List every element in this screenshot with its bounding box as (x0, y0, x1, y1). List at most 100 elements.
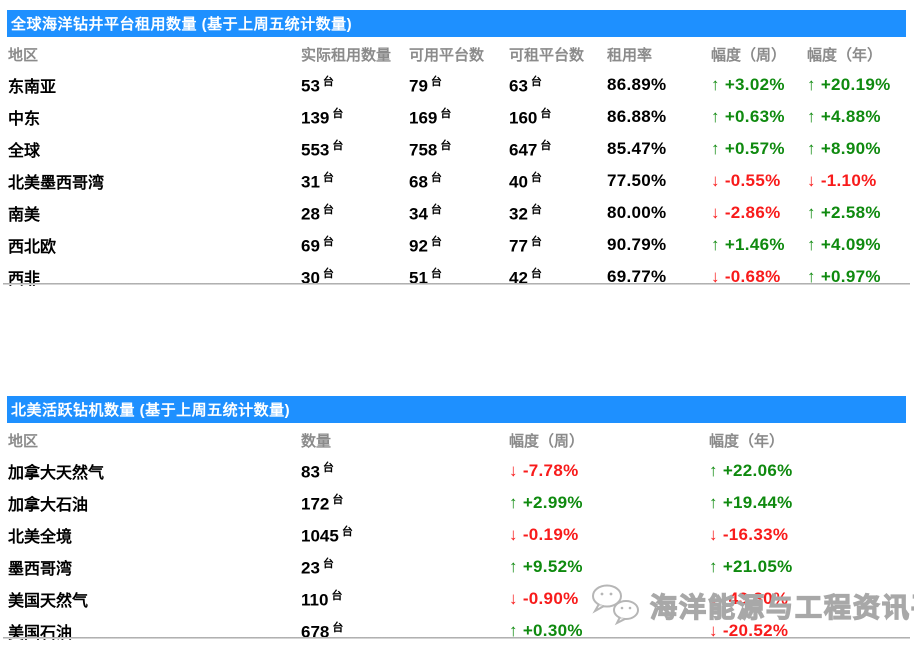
global-rig-table-block: 全球海洋钻井平台租用数量 (基于上周五统计数量) 地区 实际租用数量 可用平台数… (7, 10, 906, 293)
available-count: 758 (409, 140, 438, 160)
week-change: ↑ +0.57% (711, 139, 785, 158)
week-change: ↑ +9.52% (509, 557, 583, 576)
rentable-count: 77 (509, 236, 528, 256)
rentable-count: 40 (509, 172, 528, 192)
table-row: 北美墨西哥湾 31 台 68 台 40 台 77.50% ↓ -0.55% ↓ -1.… (7, 165, 906, 197)
unit-label: 台 (430, 268, 442, 281)
table2-title: 北美活跃钻机数量 (基于上周五统计数量) (11, 402, 291, 419)
rented-count: 31 (301, 172, 320, 192)
rentable-count: 32 (509, 204, 528, 224)
table2-header-row: 地区 数量 幅度（周） 幅度（年） (7, 425, 906, 455)
region-label: 加拿大石油 (8, 497, 89, 514)
unit-label: 台 (430, 204, 442, 217)
table-row: 南美 28 台 34 台 32 台 80.00% ↓ -2.86% ↑ +2.58% (7, 197, 906, 229)
region-label: 南美 (8, 207, 41, 224)
unit-label: 台 (540, 108, 552, 121)
table2-title-bar: 北美活跃钻机数量 (基于上周五统计数量) (7, 396, 906, 423)
col-rate: 租用率 (607, 46, 653, 64)
available-count: 51 (409, 268, 428, 288)
unit-label: 台 (440, 140, 452, 153)
year-change: ↑ +4.09% (807, 235, 881, 254)
rig-count: 83 (301, 462, 320, 482)
table-row: 加拿大石油 172 台 ↑ +2.99% ↑ +19.44% (7, 487, 906, 519)
table1-title: 全球海洋钻井平台租用数量 (基于上周五统计数量) (11, 16, 353, 33)
year-change: ↓ -16.33% (709, 525, 789, 544)
col-available: 可用平台数 (409, 46, 485, 64)
year-change: ↓ -43.30% (709, 589, 789, 608)
available-count: 169 (409, 108, 438, 128)
table-row: 中东 139 台 169 台 160 台 86.88% ↑ +0.63% ↑ +4.8… (7, 101, 906, 133)
region-label: 美国石油 (8, 625, 73, 642)
year-change: ↑ +8.90% (807, 139, 881, 158)
table1-header-row: 地区 实际租用数量 可用平台数 可租平台数 租用率 幅度（周） 幅度（年） (7, 39, 906, 69)
utilization-rate: 86.88% (607, 107, 667, 126)
region-label: 中东 (8, 111, 41, 128)
region-label: 墨西哥湾 (8, 561, 73, 578)
table1-title-bar: 全球海洋钻井平台租用数量 (基于上周五统计数量) (7, 10, 906, 37)
utilization-rate: 69.77% (607, 267, 667, 286)
col-count: 数量 (301, 432, 332, 450)
unit-label: 台 (530, 204, 542, 217)
rented-count: 553 (301, 140, 330, 160)
col-region: 地区 (8, 432, 39, 450)
unit-label: 台 (430, 172, 442, 185)
rented-count: 53 (301, 76, 320, 96)
unit-label: 台 (440, 108, 452, 121)
year-change: ↑ +20.19% (807, 75, 891, 94)
week-change: ↓ -2.86% (711, 203, 781, 222)
rig-count: 678 (301, 622, 330, 642)
rentable-count: 42 (509, 268, 528, 288)
unit-label: 台 (332, 622, 344, 635)
unit-label: 台 (322, 172, 334, 185)
unit-label: 台 (332, 108, 344, 121)
table-row: 全球 553 台 758 台 647 台 85.47% ↑ +0.57% ↑ +8.9… (7, 133, 906, 165)
unit-label: 台 (332, 140, 344, 153)
unit-label: 台 (341, 526, 353, 539)
unit-label: 台 (332, 494, 344, 507)
unit-label: 台 (430, 76, 442, 89)
col-week-change: 幅度（周） (509, 432, 585, 450)
available-count: 92 (409, 236, 428, 256)
week-change: ↓ -0.19% (509, 525, 579, 544)
available-count: 34 (409, 204, 428, 224)
col-year-change: 幅度（年） (709, 432, 785, 450)
col-rented: 实际租用数量 (301, 46, 392, 64)
region-label: 西北欧 (8, 239, 57, 256)
unit-label: 台 (530, 172, 542, 185)
rig-count: 1045 (301, 526, 339, 546)
unit-label: 台 (322, 268, 334, 281)
region-label: 全球 (8, 143, 41, 160)
week-change: ↓ -0.90% (509, 589, 579, 608)
region-label: 北美全境 (8, 529, 73, 546)
rented-count: 69 (301, 236, 320, 256)
unit-label: 台 (322, 236, 334, 249)
unit-label: 台 (540, 140, 552, 153)
week-change: ↓ -0.68% (711, 267, 781, 286)
year-change: ↑ +0.97% (807, 267, 881, 286)
unit-label: 台 (322, 76, 334, 89)
rented-count: 28 (301, 204, 320, 224)
week-change: ↑ +3.02% (711, 75, 785, 94)
region-label: 美国天然气 (8, 593, 89, 610)
table-row: 北美全境 1045 台 ↓ -0.19% ↓ -16.33% (7, 519, 906, 551)
bottom-divider (3, 637, 910, 639)
col-rentable: 可租平台数 (509, 46, 585, 64)
table-row: 西非 30 台 51 台 42 台 69.77% ↓ -0.68% ↑ +0.97% (7, 261, 906, 293)
rented-count: 139 (301, 108, 330, 128)
region-label: 北美墨西哥湾 (8, 175, 105, 192)
region-label: 东南亚 (8, 79, 57, 96)
section-divider (3, 283, 910, 285)
rig-count: 23 (301, 558, 320, 578)
week-change: ↑ +1.46% (711, 235, 785, 254)
year-change: ↑ +2.58% (807, 203, 881, 222)
table-row: 西北欧 69 台 92 台 77 台 90.79% ↑ +1.46% ↑ +4.09% (7, 229, 906, 261)
unit-label: 台 (322, 204, 334, 217)
week-change: ↓ -0.55% (711, 171, 781, 190)
col-year-change: 幅度（年） (807, 46, 883, 64)
unit-label: 台 (322, 462, 334, 475)
unit-label: 台 (331, 590, 343, 603)
region-label: 西非 (8, 271, 41, 288)
year-change: ↑ +22.06% (709, 461, 793, 480)
rentable-count: 647 (509, 140, 538, 160)
